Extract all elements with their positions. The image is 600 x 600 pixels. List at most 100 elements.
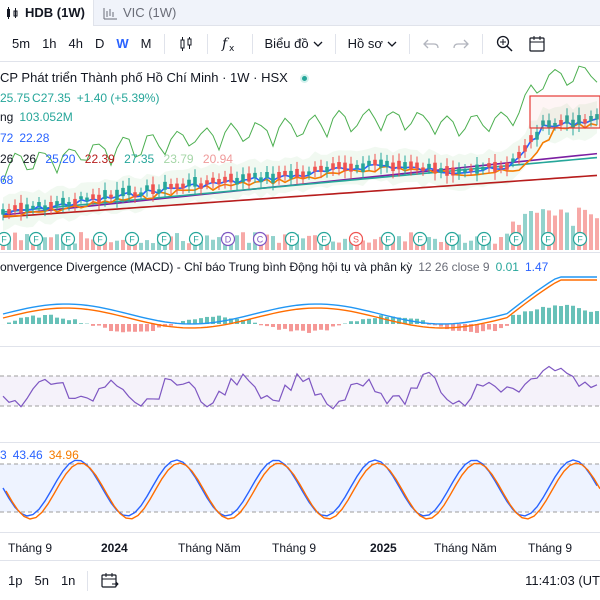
candle-body — [499, 165, 503, 169]
ma-value: 20.94 — [202, 152, 233, 166]
macd-histogram-bar — [121, 324, 125, 333]
tab-vic[interactable]: VIC (1W) — [94, 0, 184, 26]
volume-bar — [187, 243, 191, 250]
volume-bar — [307, 235, 311, 250]
candle-body — [379, 159, 383, 168]
candle-body — [199, 183, 203, 189]
candle-body — [451, 167, 455, 176]
volume-bar — [49, 237, 53, 250]
timeframe-w[interactable]: W — [116, 36, 129, 51]
timeframe-d[interactable]: D — [95, 36, 105, 51]
chart-tabs: HDB (1W) VIC (1W) — [0, 0, 600, 26]
macd-histogram-bar — [583, 310, 587, 324]
candle-body — [205, 180, 209, 185]
event-marker-label: F — [33, 235, 39, 245]
macd-histogram-bar — [547, 307, 551, 324]
stoch-legend: 3 43.46 34.96 — [0, 448, 85, 462]
macd-histogram-bar — [277, 324, 281, 330]
candle-body — [559, 120, 563, 126]
volume-bar — [199, 241, 203, 250]
volume-bar — [205, 235, 209, 250]
chevron-down-icon — [313, 41, 323, 47]
candle-body — [277, 171, 281, 179]
candle-body — [571, 119, 575, 129]
event-marker-label: F — [193, 235, 199, 245]
candle-body — [403, 162, 407, 170]
layout-menu-button[interactable]: Hồ sơ — [342, 36, 403, 51]
macd-histogram-bar — [421, 320, 425, 324]
date-range-button[interactable] — [94, 572, 126, 590]
candle-body — [529, 135, 533, 143]
event-marker-label: F — [65, 235, 71, 245]
stoch-value-0: 3 — [0, 448, 7, 462]
macd-histogram-bar — [217, 315, 221, 324]
macd-histogram-bar — [565, 304, 569, 324]
macd-histogram-bar — [313, 324, 317, 331]
macd-histogram-bar — [349, 321, 353, 324]
candle-body — [193, 177, 197, 187]
macd-histogram-bar — [289, 324, 293, 332]
event-marker-label: F — [161, 235, 167, 245]
zoom-button[interactable] — [489, 34, 521, 54]
calendar-button[interactable] — [521, 34, 553, 54]
time-tick: Tháng Năm — [178, 541, 241, 555]
candle-body — [337, 162, 341, 169]
range-5n[interactable]: 5n — [34, 573, 49, 588]
pane-divider[interactable] — [0, 346, 600, 347]
pane-divider[interactable] — [0, 252, 600, 253]
range-1n[interactable]: 1n — [60, 573, 76, 588]
tab-hdb[interactable]: HDB (1W) — [0, 0, 94, 26]
event-marker-icon — [316, 231, 332, 247]
timeframe-5m[interactable]: 5m — [12, 36, 31, 51]
time-tick: 2024 — [101, 541, 128, 555]
macd-histogram-bar — [559, 306, 563, 324]
timeframe-m[interactable]: M — [140, 36, 152, 51]
extra-value: 68 — [0, 173, 14, 187]
timeframe-1h[interactable]: 1h — [42, 36, 57, 51]
range-1p[interactable]: 1p — [8, 573, 23, 588]
candle-body — [67, 201, 71, 206]
macd-histogram-bar — [379, 315, 383, 324]
volume-bar — [19, 240, 23, 250]
redo-button[interactable] — [446, 36, 476, 52]
candle-body — [439, 168, 443, 173]
macd-histogram-bar — [523, 311, 527, 324]
tab-hdb-label: HDB (1W) — [25, 5, 85, 20]
volume-bar — [367, 242, 371, 250]
moving-average-line — [2, 174, 598, 218]
macd-histogram-bar — [463, 324, 467, 332]
timeframe-4h[interactable]: 4h — [68, 36, 83, 51]
symbol-title[interactable]: CP Phát triển Thành phố Hồ Chí Minh · 1W… — [0, 70, 288, 85]
macd-histogram-bar — [367, 318, 371, 324]
volume-bar — [541, 209, 545, 250]
time-axis[interactable]: Tháng 9 2024 Tháng Năm Tháng 9 2025 Thán… — [0, 532, 600, 558]
macd-histogram-bar — [397, 317, 401, 324]
candle-body — [415, 162, 419, 169]
clock[interactable]: 11:41:03 (UT — [525, 573, 600, 588]
undo-button[interactable] — [416, 36, 446, 52]
volume-bar — [523, 213, 527, 250]
calendar-range-icon — [101, 572, 120, 588]
macd-histogram-bar — [247, 319, 251, 324]
chart-area[interactable]: F F F F F F F D C F F S F F F F F F F CP Phát triển Thành … — [0, 62, 600, 560]
volume-bar — [565, 212, 569, 250]
chart-type-button[interactable] — [171, 35, 201, 53]
volume-bar — [211, 239, 215, 250]
bb-value-1: 72 — [0, 131, 14, 145]
pane-divider[interactable] — [0, 442, 600, 443]
indicators-button[interactable]: f x — [214, 35, 246, 53]
volume-bar — [7, 240, 11, 250]
event-marker-label: F — [129, 235, 135, 245]
candle-body — [211, 177, 215, 184]
volume-bar — [553, 215, 557, 250]
volume-bar — [457, 234, 461, 250]
event-marker-label: C — [257, 235, 264, 245]
chart-menu-button[interactable]: Biểu đồ — [259, 36, 329, 51]
macd-histogram-bar — [505, 324, 509, 326]
macd-signal-line — [2, 279, 597, 329]
moving-average-line — [3, 122, 598, 217]
toolbar-divider — [163, 33, 165, 54]
macd-title[interactable]: onvergence Divergence (MACD) - Chỉ báo T… — [0, 260, 413, 274]
toolbar-divider — [481, 33, 483, 54]
